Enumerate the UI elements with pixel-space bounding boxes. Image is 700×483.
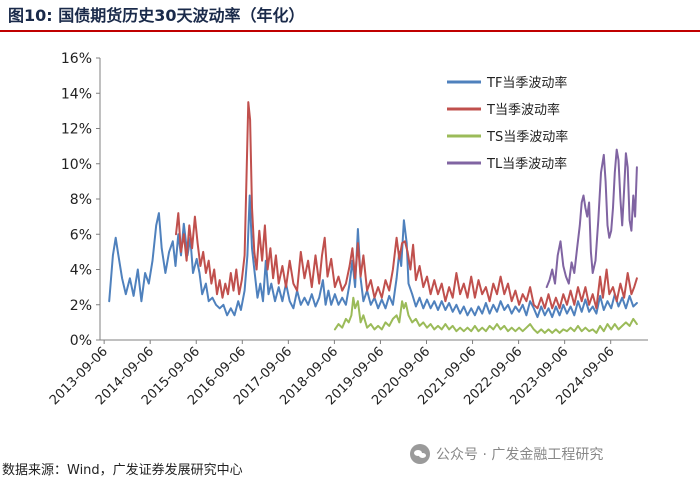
y-tick-label: 12%: [61, 122, 92, 138]
series-line-ts: [333, 296, 638, 334]
x-axis: 2013-09-062014-09-062015-09-062016-09-06…: [47, 339, 648, 408]
y-tick-label: 10%: [61, 157, 92, 173]
y-tick-label: 0%: [70, 333, 92, 349]
y-tick-label: 8%: [70, 192, 92, 208]
y-tick-label: 2%: [70, 298, 92, 314]
legend: TF当季波动率 T当季波动率 TS当季波动率 TL当季波动率: [447, 75, 568, 172]
volatility-line-chart: 0% 2% 4% 6% 8% 10% 12% 14% 16% 2013-09-062014-09…: [47, 51, 648, 408]
series-line-tl: [545, 148, 638, 289]
series-line-tf: [108, 194, 638, 319]
y-axis: 0% 2% 4% 6% 8% 10% 12% 14% 16%: [61, 51, 101, 349]
watermark-text: 公众号 · 广发金融工程研究: [436, 447, 604, 463]
y-tick-label: 4%: [70, 263, 92, 279]
data-source-note: 数据来源：Wind，广发证券发展研究中心: [2, 463, 243, 478]
series-lines: [108, 101, 638, 334]
y-tick-label: 16%: [61, 51, 92, 67]
watermark: 公众号 · 广发金融工程研究: [410, 444, 603, 464]
legend-label-tf: TF当季波动率: [486, 75, 567, 91]
legend-label-t: T当季波动率: [486, 102, 560, 118]
wechat-icon: [410, 444, 430, 464]
series-line-t: [175, 101, 638, 310]
title-divider: [0, 30, 700, 32]
y-tick-label: 14%: [61, 86, 92, 102]
y-tick-label: 6%: [70, 227, 92, 243]
figure-title: 图10: 国债期货历史30天波动率（年化）: [8, 6, 305, 25]
legend-label-ts: TS当季波动率: [486, 129, 568, 145]
legend-label-tl: TL当季波动率: [486, 156, 567, 172]
